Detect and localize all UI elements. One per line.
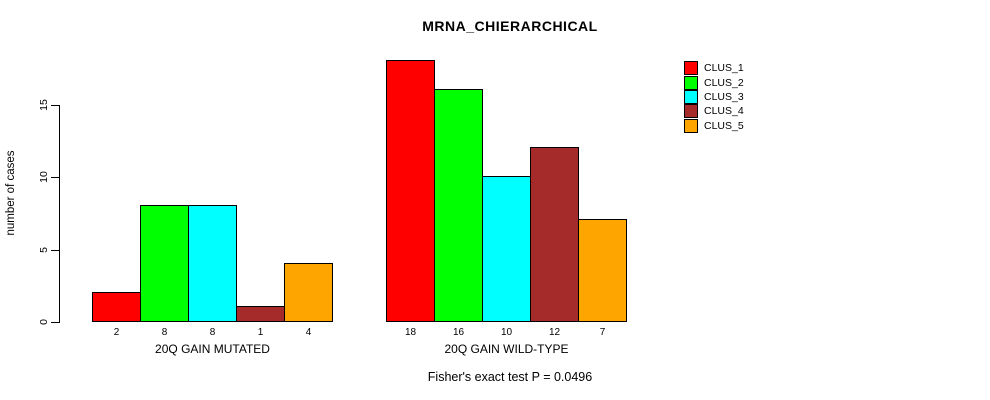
bar-value-label: 2 [113,327,120,338]
y-axis-tick-label: 15 [38,98,50,111]
bar-clus_3 [188,205,237,322]
bar-clus_2 [434,89,483,322]
y-axis-tick [51,249,59,251]
bar-value-label: 12 [548,327,561,338]
group-label: 20Q GAIN MUTATED [155,342,270,356]
bar-clus_2 [140,205,189,322]
legend-item: CLUS_4 [684,104,744,119]
bar-clus_5 [578,219,627,322]
bar-value-label: 18 [404,327,417,338]
legend-item-label: CLUS_3 [704,90,744,103]
bar-clus_1 [386,60,435,322]
bar-clus_5 [284,263,333,322]
bar-value-label: 8 [209,327,216,338]
legend-item-label: CLUS_4 [704,105,744,118]
bar-value-label: 1 [257,327,264,338]
legend-swatch-clus_5 [684,118,698,133]
legend-item-label: CLUS_2 [704,76,744,89]
legend-swatch-clus_3 [684,89,698,104]
y-axis-tick-label: 0 [38,319,50,325]
bar-clus_4 [530,147,579,322]
legend-item: CLUS_1 [684,61,744,76]
y-axis-tick-label: 5 [38,246,50,253]
y-axis-line [59,104,60,323]
legend-swatch-clus_2 [684,75,698,90]
group-label: 20Q GAIN WILD-TYPE [444,342,569,356]
bar-value-label: 10 [500,327,513,338]
legend-item: CLUS_2 [684,75,744,90]
bar-value-label: 8 [161,327,168,338]
chart-title: MRNA_CHIERARCHICAL [422,18,598,34]
legend-item: CLUS_5 [684,118,744,133]
legend-item: CLUS_3 [684,89,744,104]
bar-value-label: 16 [452,327,465,338]
bar-clus_4 [236,306,285,322]
legend-item-label: CLUS_5 [704,119,744,132]
bar-clus_3 [482,176,531,322]
legend-swatch-clus_4 [684,104,698,119]
y-axis-tick-label: 10 [38,171,50,183]
y-axis-tick [51,104,59,106]
annotation-fisher-test: Fisher's exact test P = 0.0496 [427,370,593,384]
y-axis-tick [51,322,59,323]
y-axis-tick [51,177,59,178]
bar-group [386,60,627,322]
legend-swatch-clus_1 [684,61,698,76]
legend: CLUS_1 CLUS_2 CLUS_3 CLUS_4 CLUS_5 [684,61,744,133]
legend-item-label: CLUS_1 [704,62,744,75]
bar-value-label: 7 [599,327,606,338]
bar-group [92,205,333,322]
bar-clus_1 [92,292,141,322]
y-axis-label: number of cases [5,150,17,236]
bar-value-label: 4 [305,327,312,338]
